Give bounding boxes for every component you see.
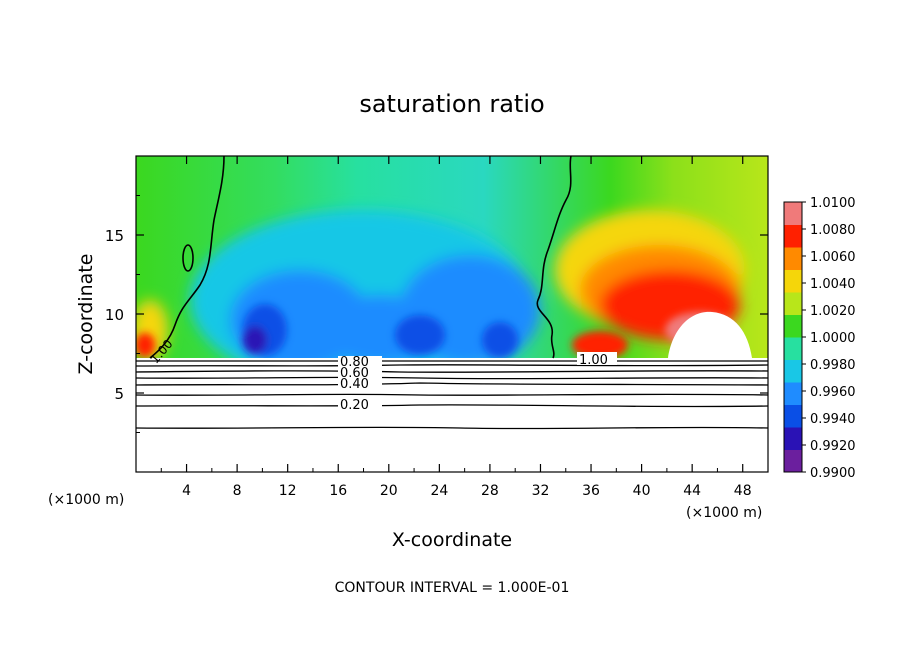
chart-title: saturation ratio [359,90,544,118]
x-tick-label: 36 [582,483,600,499]
contour-label-6: 0.20 [340,398,369,413]
colorbar-label: 1.0100 [810,196,856,211]
x-axis: 4 8 12 16 20 24 28 32 36 40 44 48 [160,156,752,499]
x-tick-label: 8 [233,483,242,499]
colorbar-swatch [784,382,802,405]
colorbar-swatch [784,292,802,315]
x-axis-label: X-coordinate [392,529,512,551]
x-tick-label: 28 [481,483,499,499]
colorbar-swatch [784,359,802,383]
colorbar-label: 1.0040 [810,277,856,292]
colorbar-label: 0.9920 [810,439,856,454]
y-axis: 5 10 15 [105,195,768,433]
lower-contours [135,360,769,430]
colorbar: 1.0100 1.0080 1.0060 1.0040 1.0020 1.0000 0.99… [783,196,856,481]
contour-interval-note: CONTOUR INTERVAL = 1.000E-01 [335,580,570,596]
colorbar-label: 1.0080 [810,223,856,238]
colorbar-label: 0.9940 [810,412,856,427]
y-tick-label: 15 [105,227,124,245]
contour-label-2: 1.00 [579,353,608,368]
x-unit-label-right: (×1000 m) [686,505,762,521]
colorbar-label: 0.9980 [810,358,856,373]
x-tick-label: 40 [633,483,651,499]
x-tick-label: 44 [683,483,701,499]
x-tick-label: 24 [430,483,448,499]
colorbar-swatch [784,449,802,473]
y-tick-label: 5 [114,385,124,403]
x-tick-label: 12 [279,483,297,499]
colorbar-swatch [784,247,802,270]
contour-label-3: 0.80 [340,355,369,370]
colorbar-swatch [784,404,802,428]
field-image [136,156,768,472]
colorbar-swatch [784,314,802,338]
y-tick-label: 10 [105,306,124,324]
colorbar-label: 1.0000 [810,331,856,346]
x-tick-label: 32 [532,483,550,499]
x-tick-label: 16 [329,483,347,499]
colorbar-swatch [784,427,802,450]
colorbar-label: 0.9900 [810,466,856,481]
y-axis-label: Z-coordinate [75,254,97,375]
contour-label-4: 0.60 [340,366,369,381]
x-tick-label: 20 [380,483,398,499]
colorbar-label: 0.9960 [810,385,856,400]
colorbar-label: 1.0060 [810,250,856,265]
colorbar-swatch [784,202,802,225]
x-unit-label-left: (×1000 m) [48,492,124,508]
colorbar-swatch [784,224,802,248]
contour-lines [149,156,572,359]
x-tick-label: 4 [182,483,191,499]
colorbar-label: 1.0020 [810,304,856,319]
x-tick-label: 48 [734,483,752,499]
contour-label-5: 0.40 [340,377,369,392]
colorbar-swatch [784,337,802,360]
colorbar-swatch [784,269,802,293]
